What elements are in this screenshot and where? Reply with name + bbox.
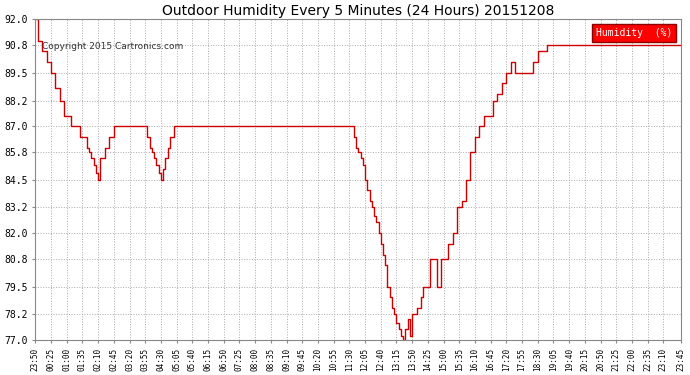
Legend: Humidity  (%): Humidity (%): [592, 24, 676, 42]
Title: Outdoor Humidity Every 5 Minutes (24 Hours) 20151208: Outdoor Humidity Every 5 Minutes (24 Hou…: [162, 4, 555, 18]
Text: Copyright 2015 Cartronics.com: Copyright 2015 Cartronics.com: [42, 42, 183, 51]
